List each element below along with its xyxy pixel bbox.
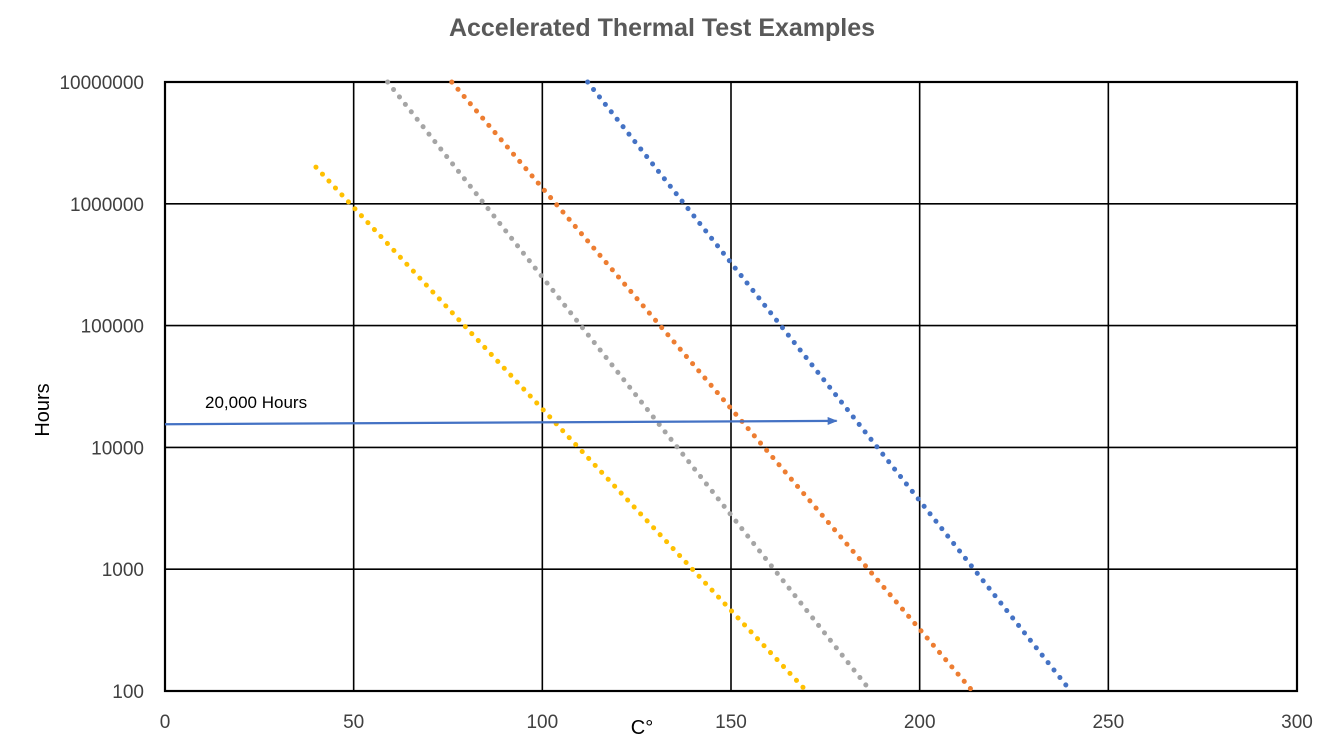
series-layer — [313, 79, 1074, 694]
x-tick-label: 150 — [715, 712, 747, 733]
x-axis-ticks: 0 50 100 150 200 250 300 — [160, 712, 1313, 733]
chart-title: Accelerated Thermal Test Examples — [449, 14, 875, 42]
y-tick-label: 1000000 — [70, 195, 144, 216]
series-line — [313, 164, 809, 694]
annotation-label: 20,000 Hours — [205, 393, 307, 412]
plot-frame — [163, 80, 1299, 693]
x-tick-label: 250 — [1092, 712, 1124, 733]
grid — [163, 80, 1299, 693]
y-tick-label: 100000 — [81, 317, 144, 338]
x-tick-label: 0 — [160, 712, 171, 733]
series-line — [385, 79, 874, 694]
y-tick-label: 10000 — [91, 438, 144, 459]
y-tick-label: 10000000 — [59, 73, 144, 94]
x-tick-label: 100 — [526, 712, 558, 733]
x-tick-label: 300 — [1281, 712, 1313, 733]
y-tick-label: 1000 — [102, 560, 144, 581]
annotation-layer: 20,000 Hours — [164, 393, 838, 426]
y-axis-label: Hours — [32, 383, 54, 436]
y-axis-ticks: 100 1000 10000 100000 1000000 10000000 — [59, 73, 144, 703]
x-axis-label: C° — [631, 717, 653, 739]
series-line — [585, 79, 1074, 694]
series-line — [449, 79, 975, 694]
y-tick-label: 100 — [112, 682, 144, 703]
x-tick-label: 200 — [904, 712, 936, 733]
annotation-arrow — [164, 416, 838, 426]
x-tick-label: 50 — [343, 712, 364, 733]
